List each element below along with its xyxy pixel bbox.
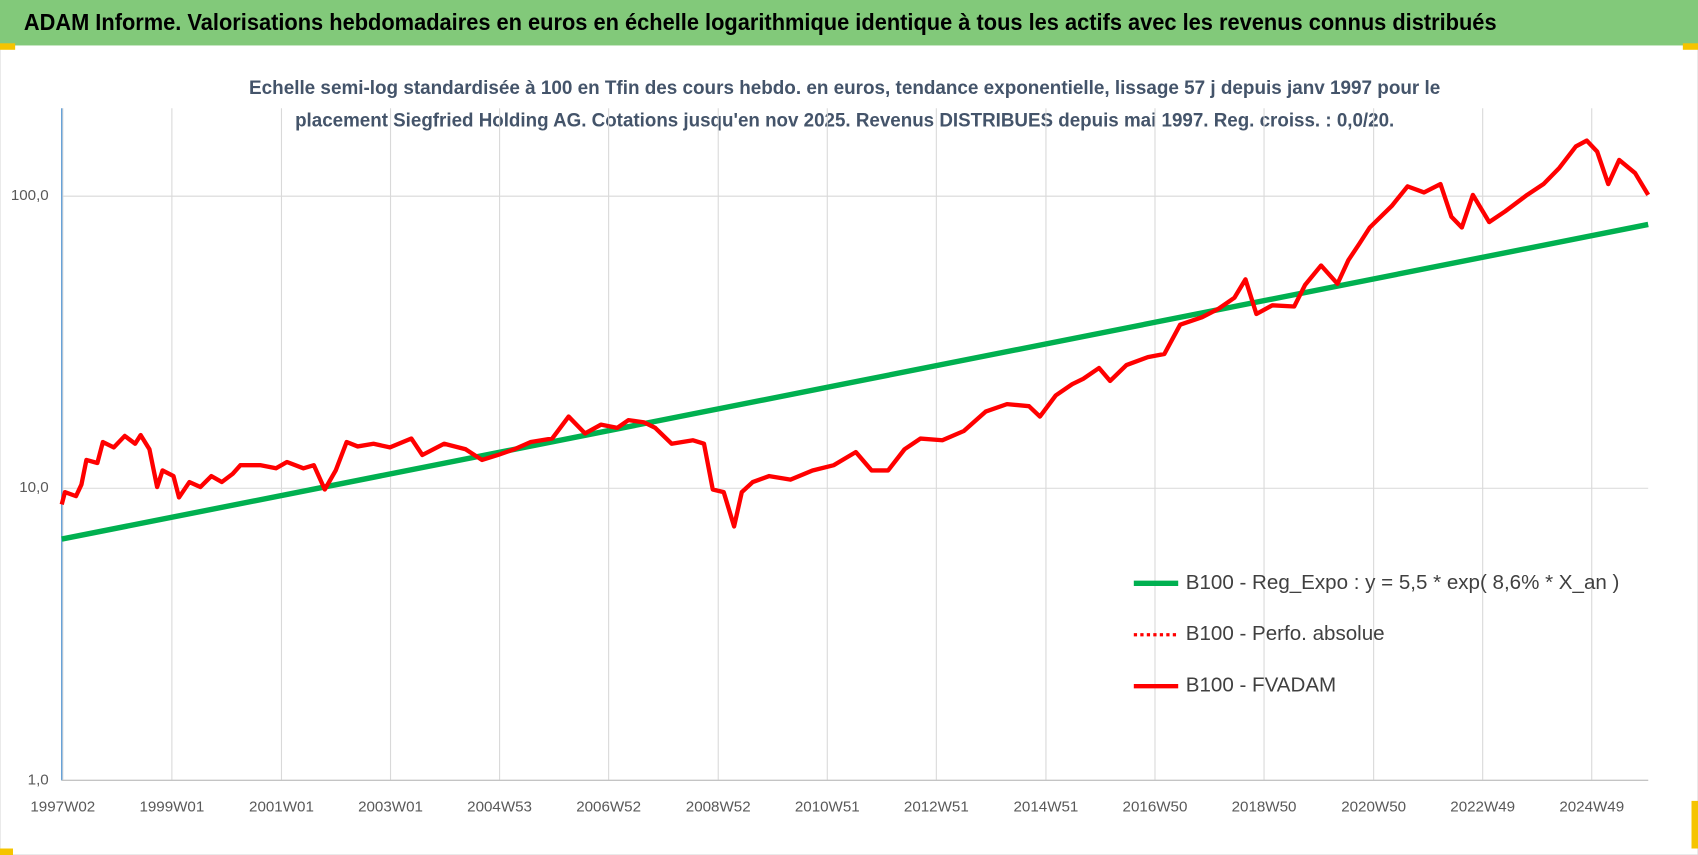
x-tick-label: 2018W50 [1232, 798, 1297, 815]
y-tick-label: 10,0 [19, 479, 48, 496]
x-tick-label: 2008W52 [686, 798, 751, 815]
chart-subtitle: placement Siegfried Holding AG. Cotation… [295, 109, 1394, 131]
x-tick-label: 2016W50 [1123, 798, 1188, 815]
x-tick-label: 2004W53 [467, 798, 532, 815]
x-tick-label: 2012W51 [904, 798, 969, 815]
series-line [59, 138, 1651, 529]
legend-label: B100 - Reg_Expo : y = 5,5 * exp( 8,6% * … [1186, 571, 1620, 594]
x-tick-label: 2001W01 [249, 798, 314, 815]
x-tick-label: 2014W51 [1014, 798, 1079, 815]
x-tick-label: 1997W02 [30, 798, 95, 815]
x-tick-label: 1999W01 [139, 798, 204, 815]
corner-mark [0, 848, 13, 855]
x-tick-label: 2006W52 [576, 798, 641, 815]
corner-mark [1691, 800, 1698, 849]
legend-label: B100 - FVADAM [1186, 674, 1336, 697]
y-tick-label: 100,0 [11, 187, 49, 204]
legend-label: B100 - Perfo. absolue [1186, 622, 1385, 645]
y-tick-label: 1,0 [28, 771, 49, 788]
corner-mark [0, 43, 16, 50]
x-tick-label: 2020W50 [1341, 798, 1406, 815]
chart-title: ADAM Informe. Valorisations hebdomadaire… [24, 9, 1497, 35]
x-tick-label: 2010W51 [795, 798, 860, 815]
chart-subtitle: Echelle semi-log standardisée à 100 en T… [249, 77, 1440, 99]
x-tick-label: 2022W49 [1450, 798, 1515, 815]
x-tick-label: 2024W49 [1559, 798, 1624, 815]
x-tick-label: 2003W01 [358, 798, 423, 815]
corner-mark [1682, 43, 1698, 50]
title-banner [0, 0, 1698, 46]
